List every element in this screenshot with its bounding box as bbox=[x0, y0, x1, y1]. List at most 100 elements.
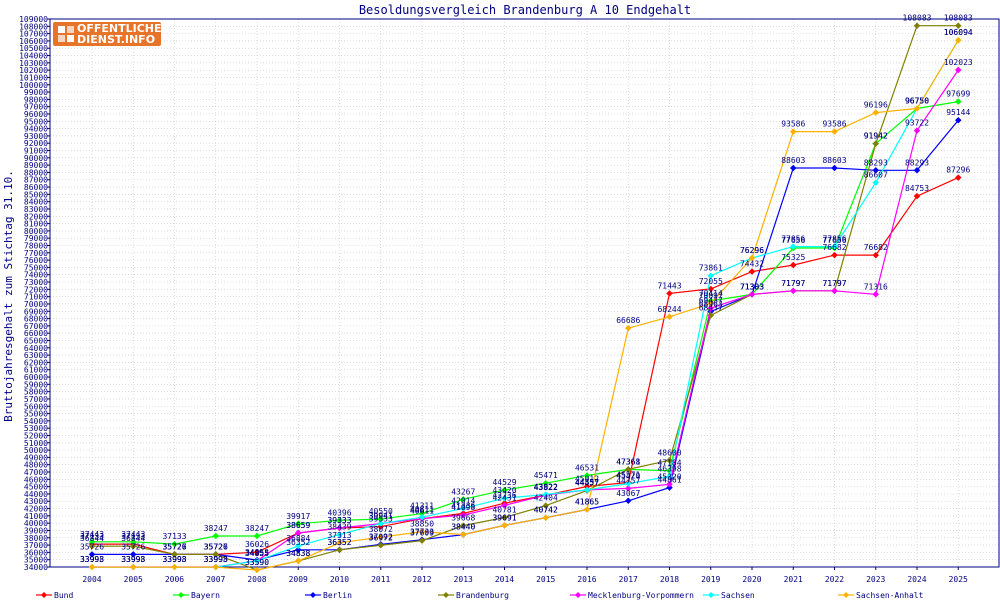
data-point bbox=[88, 542, 96, 550]
data-point bbox=[501, 486, 508, 494]
x-tick-label: 2011 bbox=[371, 575, 390, 584]
y-tick-label: 93000 bbox=[24, 132, 48, 141]
y-tick-label: 74000 bbox=[24, 271, 48, 280]
data-label: 47184 bbox=[657, 459, 681, 468]
data-label: 40611 bbox=[410, 507, 434, 516]
data-label: 96750 bbox=[905, 97, 929, 106]
y-tick-label: 62000 bbox=[24, 358, 48, 367]
data-label: 66686 bbox=[616, 316, 640, 325]
y-tick-label: 104000 bbox=[19, 52, 48, 61]
data-point bbox=[336, 524, 343, 532]
data-point bbox=[872, 140, 880, 147]
data-point bbox=[624, 485, 632, 492]
data-label: 95144 bbox=[946, 108, 970, 117]
data-point bbox=[459, 522, 467, 529]
data-point bbox=[129, 542, 137, 550]
logo-line-2: DIENST.INFO bbox=[77, 33, 156, 46]
y-tick-label: 103000 bbox=[19, 59, 48, 68]
data-label: 38659 bbox=[286, 521, 310, 530]
data-point bbox=[88, 563, 96, 571]
y-tick-label: 101000 bbox=[19, 73, 48, 82]
data-label: 37313 bbox=[327, 531, 351, 540]
data-label: 38072 bbox=[369, 525, 393, 534]
data-point bbox=[542, 502, 550, 509]
y-tick-label: 76000 bbox=[24, 256, 48, 265]
data-label: 33998 bbox=[80, 555, 104, 564]
data-label: 42404 bbox=[534, 494, 558, 503]
data-point bbox=[418, 528, 426, 535]
data-label: 36844 bbox=[80, 534, 104, 543]
y-tick-label: 52000 bbox=[24, 431, 48, 440]
data-label: 39917 bbox=[286, 512, 310, 521]
y-tick-label: 38000 bbox=[24, 534, 48, 543]
site-logo: OFFENTLICHER DIENST.INFO bbox=[53, 22, 170, 46]
data-label: 35727 bbox=[162, 542, 186, 551]
y-tick-label: 47000 bbox=[24, 468, 48, 477]
data-label: 88603 bbox=[822, 156, 846, 165]
data-label: 33993 bbox=[80, 555, 104, 564]
y-tick-label: 75000 bbox=[24, 263, 48, 272]
chart-title: Besoldungsvergleich Brandenburg A 10 End… bbox=[359, 3, 691, 17]
data-label: 40781 bbox=[492, 505, 516, 514]
legend-swatch-marker bbox=[843, 592, 849, 598]
data-point bbox=[336, 546, 343, 554]
x-tick-label: 2009 bbox=[289, 575, 308, 584]
data-label: 48600 bbox=[657, 448, 681, 457]
x-tick-label: 2020 bbox=[742, 575, 761, 584]
data-point bbox=[831, 164, 838, 172]
data-label: 77656 bbox=[822, 236, 846, 245]
data-point bbox=[459, 505, 467, 512]
x-tick-label: 2023 bbox=[866, 575, 885, 584]
data-label: 34855 bbox=[245, 549, 269, 558]
data-point bbox=[789, 261, 797, 269]
data-label: 45012 bbox=[575, 475, 599, 484]
data-point bbox=[913, 192, 921, 200]
data-point bbox=[748, 268, 756, 275]
data-label: 41311 bbox=[410, 502, 434, 511]
data-point bbox=[872, 290, 880, 298]
data-point bbox=[212, 551, 220, 558]
logo-line-1: OFFENTLICHER bbox=[77, 22, 170, 35]
data-label: 36352 bbox=[327, 538, 351, 547]
data-point bbox=[624, 324, 632, 332]
y-tick-label: 64000 bbox=[24, 344, 48, 353]
data-label: 47361 bbox=[616, 457, 640, 466]
data-point bbox=[954, 66, 962, 74]
data-label: 72055 bbox=[699, 277, 723, 286]
y-tick-label: 72000 bbox=[24, 285, 48, 294]
data-point bbox=[171, 551, 178, 558]
y-tick-label: 69000 bbox=[24, 307, 48, 316]
data-label: 45320 bbox=[657, 472, 681, 481]
y-tick-label: 54000 bbox=[24, 417, 48, 426]
data-point bbox=[954, 98, 962, 105]
data-point bbox=[542, 479, 550, 487]
data-label: 71303 bbox=[740, 282, 764, 291]
legend-label: Berlin bbox=[323, 591, 352, 600]
data-label: 68244 bbox=[657, 305, 681, 314]
data-label: 71303 bbox=[740, 282, 764, 291]
series-layer bbox=[88, 22, 962, 574]
data-label: 40550 bbox=[369, 507, 393, 516]
data-label: 40742 bbox=[534, 506, 558, 515]
x-tick-label: 2010 bbox=[330, 575, 349, 584]
data-point bbox=[501, 514, 508, 521]
data-label: 35726 bbox=[162, 542, 186, 551]
data-point bbox=[789, 287, 797, 295]
data-point bbox=[377, 515, 385, 523]
y-tick-label: 50000 bbox=[24, 446, 48, 455]
y-tick-label: 94000 bbox=[24, 125, 48, 134]
series-line bbox=[92, 39, 959, 571]
data-point bbox=[624, 465, 632, 473]
data-label: 36026 bbox=[245, 540, 269, 549]
data-point bbox=[666, 480, 673, 488]
data-label: 39941 bbox=[369, 512, 393, 521]
y-tick-label: 79000 bbox=[24, 234, 48, 243]
y-tick-label: 82000 bbox=[24, 212, 48, 221]
data-label: 96750 bbox=[905, 97, 929, 106]
data-label: 71797 bbox=[781, 279, 805, 288]
data-point bbox=[294, 520, 302, 528]
data-point bbox=[88, 538, 96, 546]
series-line bbox=[92, 39, 959, 568]
data-label: 39333 bbox=[327, 516, 351, 525]
data-label: 43822 bbox=[534, 483, 558, 492]
